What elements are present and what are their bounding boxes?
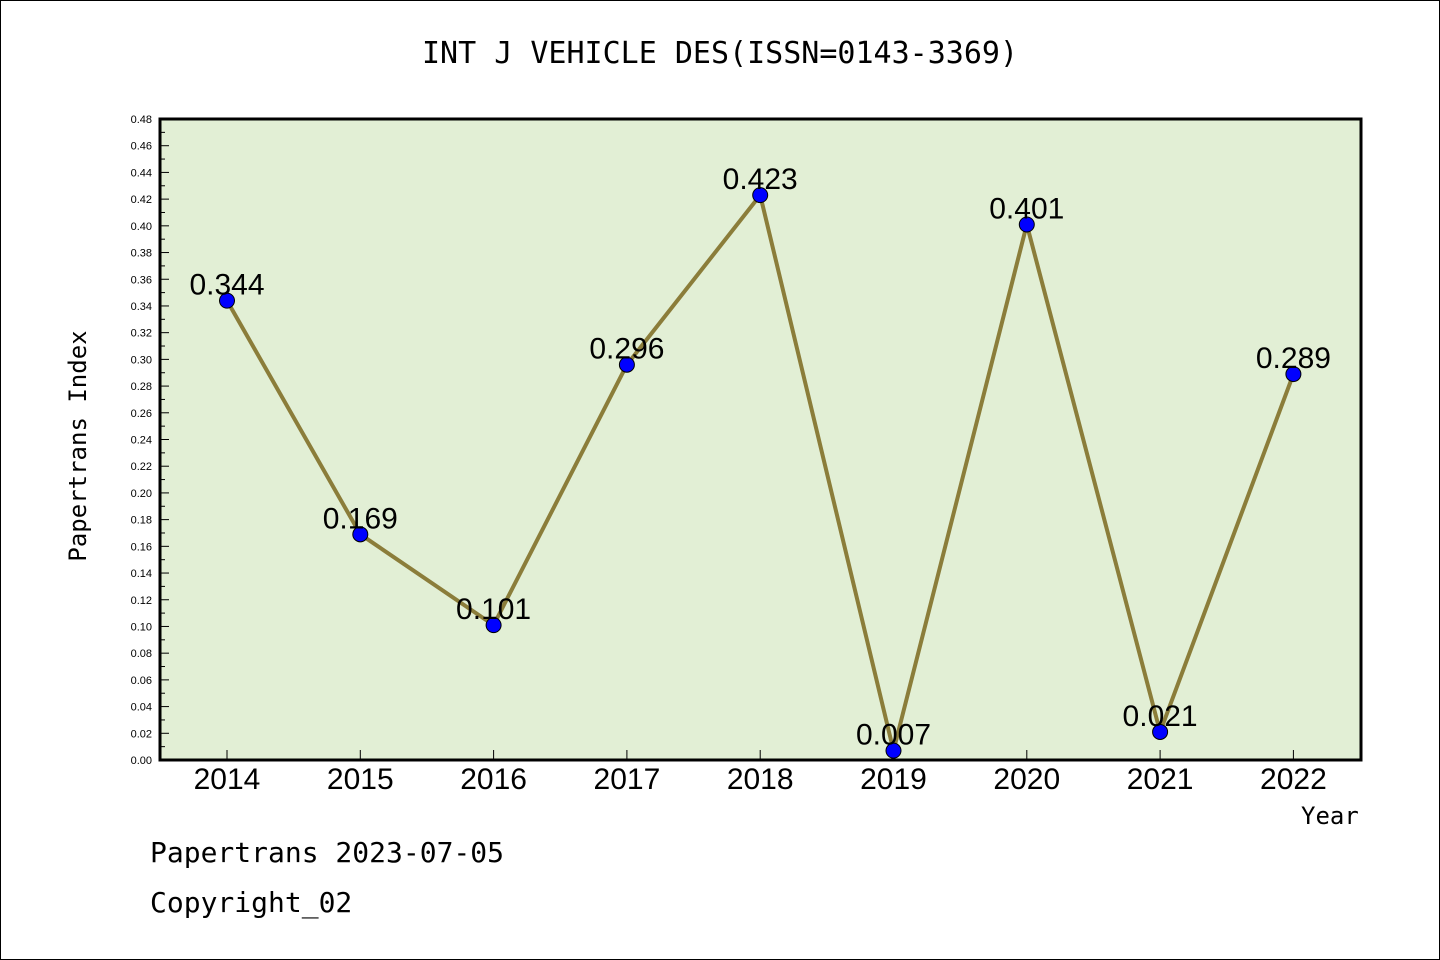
data-markers [219, 187, 1302, 759]
data-label: 0.007 [856, 719, 931, 752]
data-label: 0.101 [456, 593, 531, 626]
x-tick-label: 2018 [727, 763, 794, 796]
y-tick-label: 0.02 [131, 728, 152, 740]
data-label: 0.344 [189, 269, 264, 302]
y-tick-label: 0.22 [131, 461, 152, 473]
y-tick-label: 0.06 [131, 675, 152, 687]
data-labels: 0.344 0.169 0.101 0.296 0.423 0.007 0.401 0.021… [189, 163, 1330, 752]
x-tick-label: 2019 [860, 763, 927, 796]
chart-title: INT J VEHICLE DES(ISSN=0143-3369) [421, 36, 1019, 71]
x-axis: 2014 2015 2016 2017 2018 2019 2020 2021 2022 [194, 750, 1327, 796]
plot-area [158, 117, 1363, 762]
data-point [752, 187, 769, 204]
data-point [352, 526, 369, 543]
data-point [1285, 366, 1302, 383]
footer-copyright: Copyright_02 [150, 886, 353, 919]
y-tick-label: 0.26 [131, 408, 152, 420]
y-tick-label: 0.24 [131, 435, 152, 447]
y-tick-label: 0.14 [131, 568, 152, 580]
y-tick-label: 0.38 [131, 248, 152, 260]
data-label: 0.423 [723, 163, 798, 196]
y-axis: 0.00 0.02 0.04 0.06 0.08 0.10 0.12 0.14 0.16 0.18… [131, 114, 169, 767]
y-tick-label: 0.36 [131, 274, 152, 286]
y-axis-label: Papertrans Index [64, 330, 92, 562]
data-label: 0.289 [1256, 342, 1331, 375]
y-tick-label: 0.08 [131, 648, 152, 660]
x-tick-label: 2017 [594, 763, 661, 796]
data-point [618, 356, 635, 373]
x-tick-label: 2021 [1127, 763, 1194, 796]
y-tick-label: 0.42 [131, 194, 152, 206]
y-tick-label: 0.44 [131, 167, 152, 179]
y-tick-label: 0.16 [131, 541, 152, 553]
data-label: 0.169 [323, 502, 398, 535]
y-tick-label: 0.18 [131, 515, 152, 527]
data-point [1152, 723, 1169, 740]
y-tick-label: 0.00 [131, 755, 152, 767]
x-tick-label: 2015 [327, 763, 394, 796]
x-axis-label: Year [1301, 802, 1359, 830]
data-point [219, 292, 235, 309]
y-tick-label: 0.20 [131, 488, 152, 500]
y-tick-label: 0.46 [131, 141, 152, 153]
y-tick-label: 0.48 [131, 114, 152, 126]
data-point [885, 742, 902, 759]
y-tick-label: 0.28 [131, 381, 152, 393]
y-tick-label: 0.04 [131, 702, 152, 714]
data-point [485, 617, 502, 634]
y-tick-label: 0.34 [131, 301, 152, 313]
y-tick-label: 0.12 [131, 595, 152, 607]
y-tick-label: 0.32 [131, 328, 152, 340]
data-label: 0.296 [589, 333, 664, 366]
y-tick-label: 0.30 [131, 354, 152, 366]
x-tick-label: 2016 [460, 763, 527, 796]
data-point [1018, 216, 1035, 233]
y-tick-label: 0.40 [131, 221, 152, 233]
y-tick-label: 0.10 [131, 621, 152, 633]
footer-date: Papertrans 2023-07-05 [150, 836, 505, 869]
x-tick-label: 2014 [194, 763, 261, 796]
data-label: 0.021 [1123, 700, 1198, 733]
data-label: 0.401 [989, 192, 1064, 225]
x-tick-label: 2020 [993, 763, 1060, 796]
x-tick-label: 2022 [1260, 763, 1327, 796]
